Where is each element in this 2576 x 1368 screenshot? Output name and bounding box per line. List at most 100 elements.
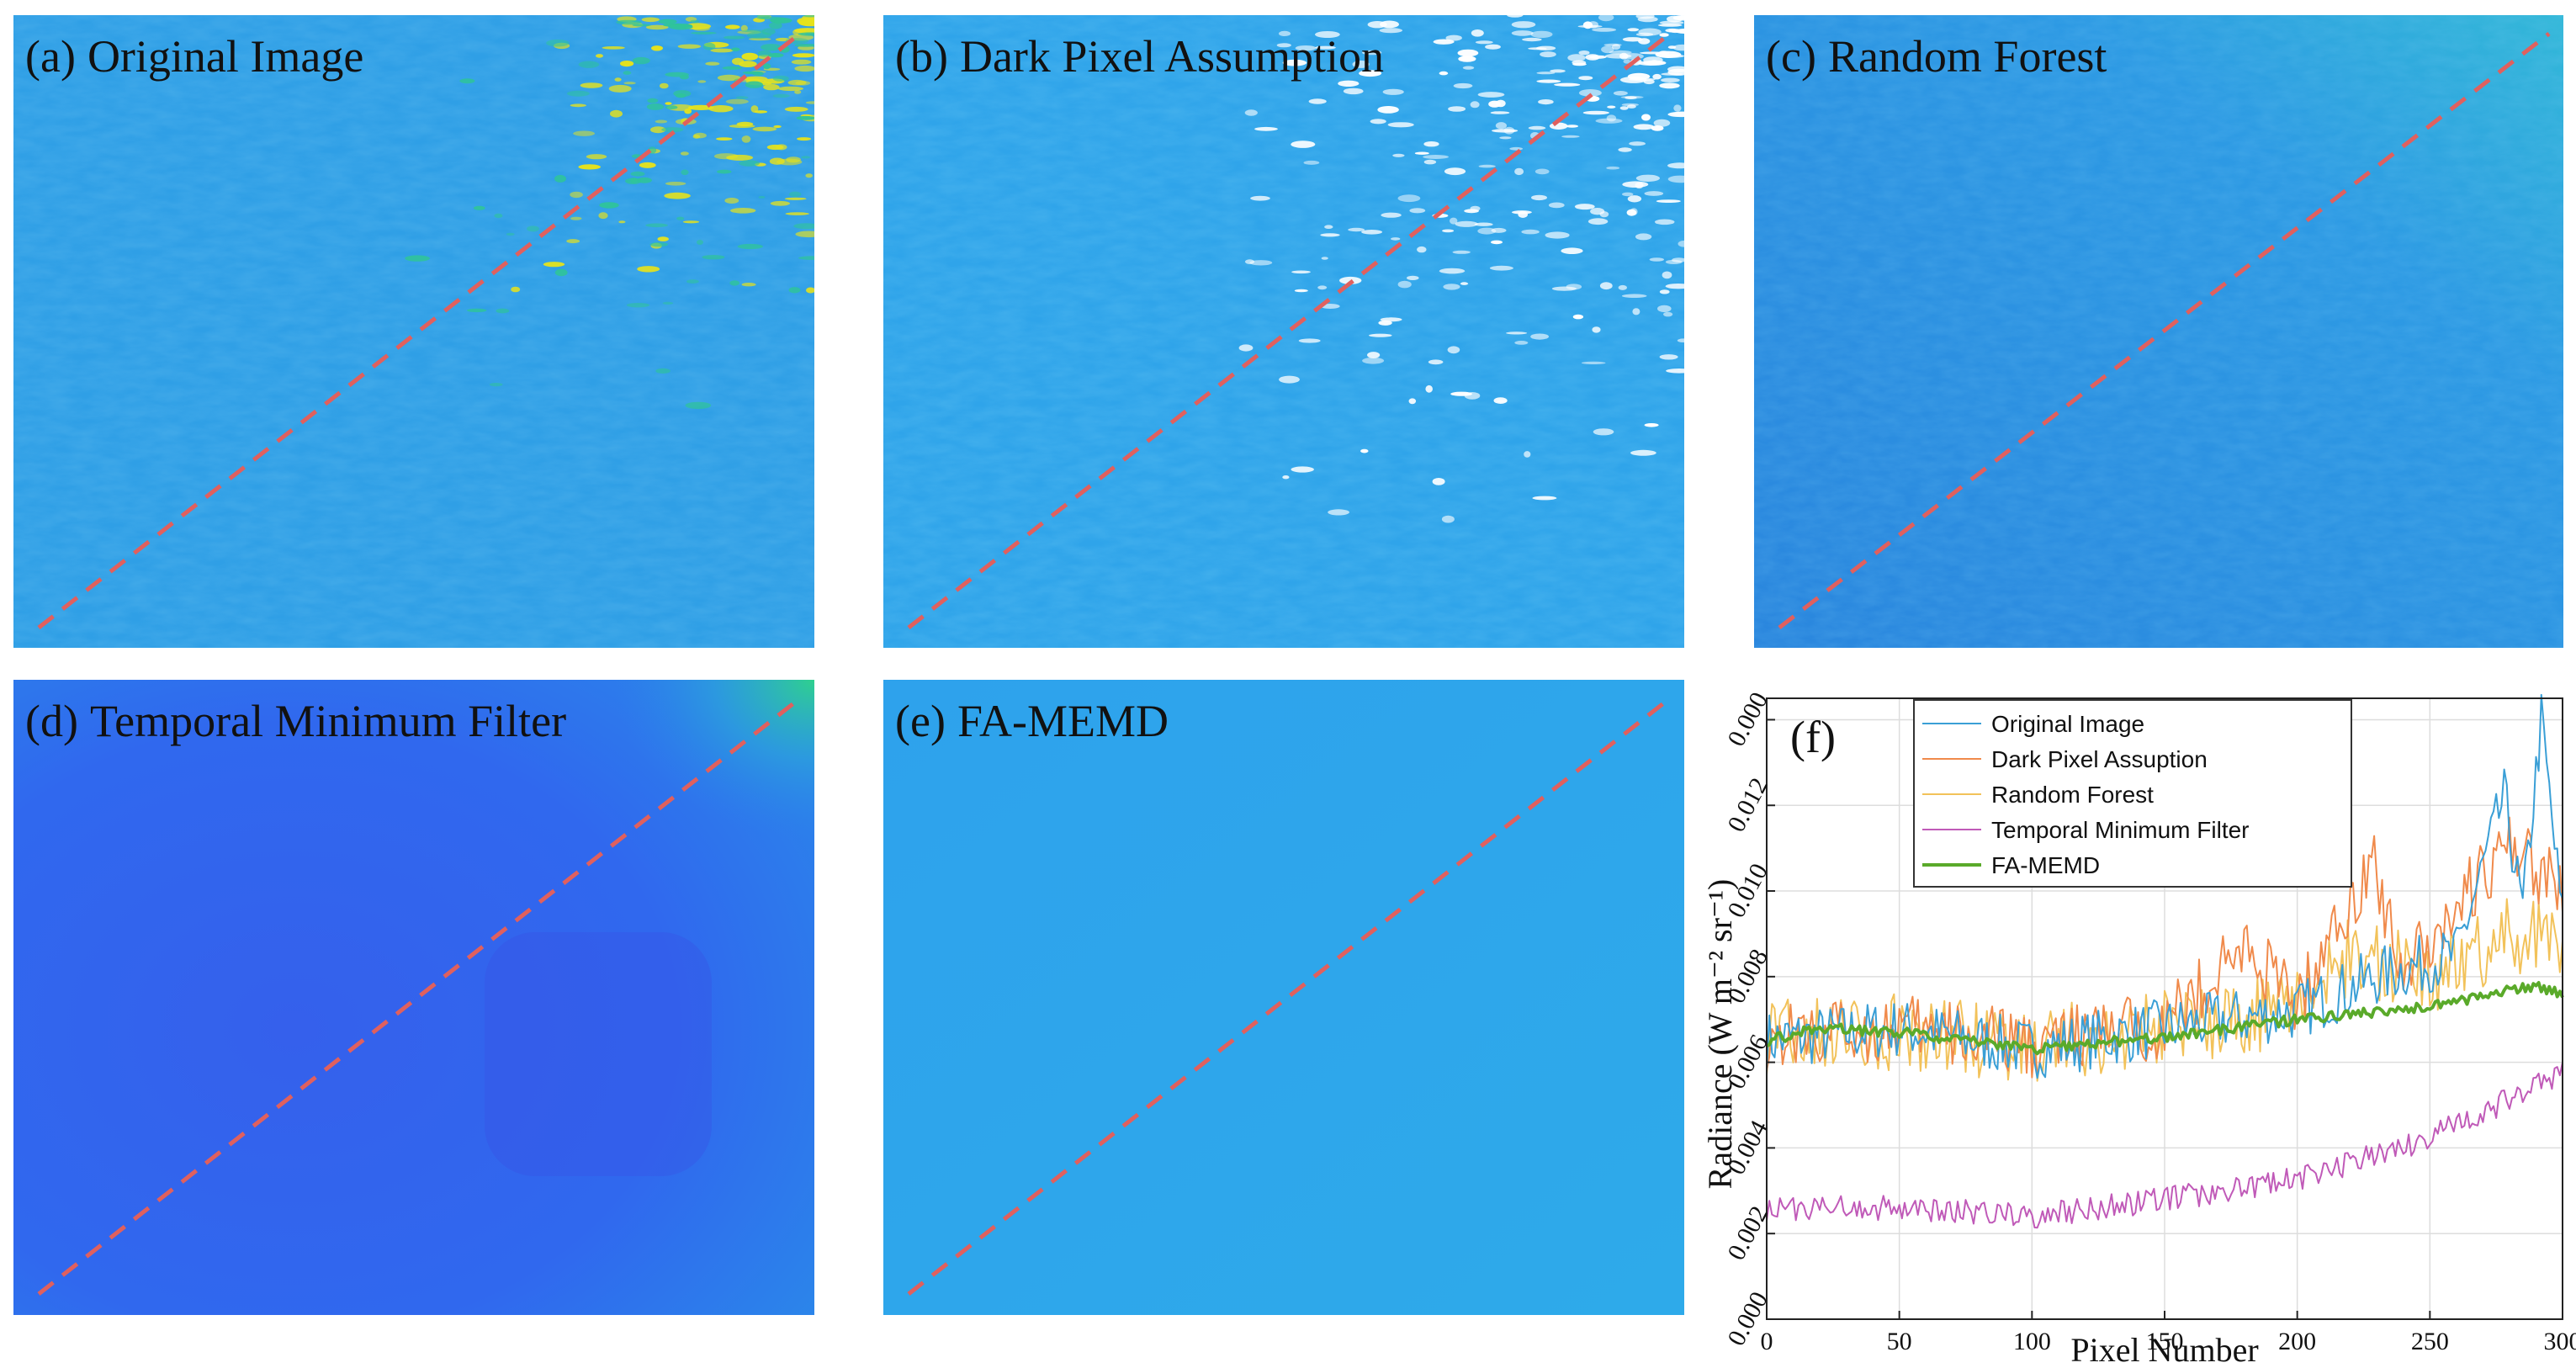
glint-patch	[676, 217, 684, 220]
glint-patch	[702, 255, 724, 259]
glint-patch	[1444, 167, 1466, 175]
glint-patch	[792, 60, 812, 65]
glint-patch	[664, 193, 691, 199]
y-tick-label: 0.002	[1722, 1201, 1773, 1265]
panel-original-image: (a)Original Image	[13, 15, 814, 648]
panel-title: FA-MEMD	[957, 696, 1169, 746]
glint-patch	[1575, 204, 1595, 209]
glint-patch	[1322, 257, 1328, 259]
glint-patch	[599, 202, 619, 208]
x-tick-label: 50	[1887, 1328, 1912, 1355]
glint-patch	[731, 48, 739, 51]
glint-patch	[747, 32, 771, 40]
glint-patch	[1572, 61, 1586, 66]
glint-patch	[1475, 223, 1493, 226]
glint-patch	[1317, 285, 1327, 289]
glint-patch	[681, 170, 688, 176]
glint-patch	[1391, 237, 1400, 241]
panel-random-forest: (c)Random Forest	[1754, 15, 2563, 648]
panel-label: (e)FA-MEMD	[895, 698, 1169, 744]
glint-patch	[1458, 56, 1476, 62]
glint-patch	[1478, 92, 1505, 98]
glint-patch	[1442, 230, 1454, 233]
glint-patch	[742, 283, 756, 286]
glint-patch	[1425, 385, 1433, 393]
glint-patch	[1448, 346, 1460, 353]
glint-patch	[678, 45, 701, 49]
glint-patch	[717, 170, 731, 174]
glint-patch	[631, 172, 645, 177]
glint-patch	[579, 61, 600, 68]
glint-patch	[770, 158, 785, 165]
glint-patch	[570, 192, 583, 198]
glint-patch	[1656, 199, 1681, 203]
glint-patch	[1409, 208, 1425, 213]
glint-patch	[789, 192, 802, 198]
glint-patch	[691, 32, 717, 34]
glint-patch	[792, 53, 814, 57]
glint-patch	[1291, 141, 1315, 148]
glint-patch	[1463, 66, 1474, 70]
glint-patch	[645, 224, 668, 228]
glint-patch	[1629, 141, 1646, 146]
glint-patch	[693, 135, 701, 139]
glint-patch	[805, 173, 813, 178]
glint-patch	[642, 18, 660, 23]
glint-patch	[659, 19, 677, 24]
glint-patch	[1378, 321, 1391, 326]
glint-patch	[1496, 122, 1507, 129]
glint-patch	[1661, 78, 1680, 82]
glint-patch	[637, 178, 652, 183]
glint-patch	[1530, 334, 1549, 340]
glint-patch	[1573, 315, 1583, 320]
glint-patch	[609, 85, 632, 93]
glint-patch	[1417, 247, 1426, 252]
panel-letter: (f)	[1790, 712, 1836, 762]
glint-patch	[732, 58, 744, 66]
glint-patch	[1524, 451, 1530, 458]
legend-label: Dark Pixel Assuption	[1991, 746, 2208, 772]
glint-patch	[1455, 221, 1478, 227]
glint-patch	[1250, 196, 1270, 201]
glint-patch	[1592, 28, 1616, 32]
panel-label: (b)Dark Pixel Assumption	[895, 34, 1384, 79]
glint-patch	[778, 87, 803, 91]
glint-patch	[1282, 475, 1289, 479]
glint-patch	[1433, 478, 1445, 485]
glint-patch	[1619, 285, 1627, 290]
x-tick-label: 200	[2278, 1328, 2316, 1355]
glint-patch	[1652, 74, 1662, 80]
glint-patch	[1320, 233, 1339, 236]
glint-patch	[1531, 195, 1547, 200]
glint-patch	[1383, 89, 1404, 95]
panel-label: (c)Random Forest	[1766, 34, 2107, 79]
glint-patch	[697, 80, 706, 82]
glint-patch	[598, 212, 607, 219]
glint-patch	[1590, 208, 1604, 215]
glint-patch	[1304, 161, 1320, 165]
glint-patch	[1618, 147, 1631, 151]
glint-patch	[1476, 40, 1493, 44]
glint-patch	[1249, 260, 1272, 265]
glint-patch	[610, 110, 623, 118]
x-tick-label: 250	[2411, 1328, 2449, 1355]
glint-patch	[742, 135, 751, 143]
glint-patch	[724, 198, 739, 204]
glint-patch	[1622, 294, 1647, 298]
glint-patch	[729, 280, 739, 285]
glint-patch	[703, 43, 716, 50]
glint-patch	[467, 309, 486, 312]
glint-patch	[1579, 50, 1590, 55]
glint-patch	[1299, 338, 1321, 342]
glint-patch	[1673, 104, 1681, 111]
glint-patch	[773, 76, 789, 82]
glint-patch	[618, 220, 625, 223]
glint-patch	[660, 83, 669, 89]
glint-patch	[658, 236, 669, 241]
glint-patch	[716, 137, 732, 141]
glint-patch	[759, 196, 766, 199]
glint-patch	[737, 122, 754, 126]
glint-patch	[1589, 56, 1607, 59]
glint-patch	[1514, 341, 1528, 345]
